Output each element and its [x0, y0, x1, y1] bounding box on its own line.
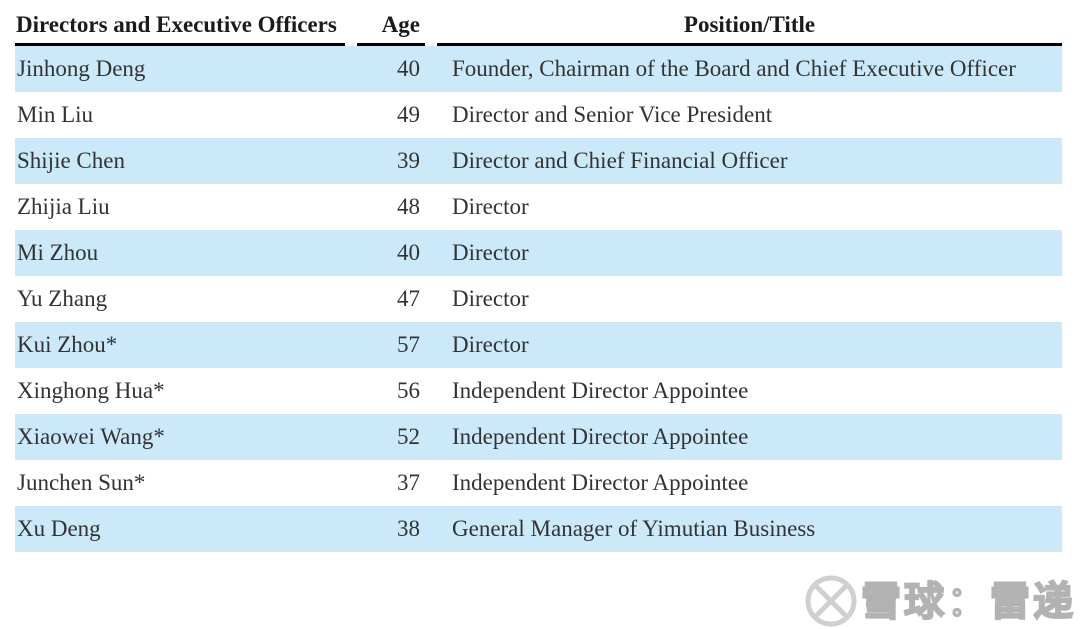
table-body: Jinhong Deng 40 Founder, Chairman of the… — [15, 46, 1062, 552]
row-position: Director and Chief Financial Officer — [452, 148, 788, 173]
row-position: Independent Director Appointee — [452, 470, 749, 495]
table-row: Zhijia Liu 48 Director — [15, 184, 1062, 230]
row-position: Independent Director Appointee — [452, 424, 749, 449]
row-name: Shijie Chen — [17, 148, 125, 173]
row-age: 57 — [397, 332, 420, 357]
row-age: 48 — [397, 194, 420, 219]
directors-table: Directors and Executive Officers Age Pos… — [15, 10, 1062, 552]
table-row: Mi Zhou 40 Director — [15, 230, 1062, 276]
row-name: Min Liu — [17, 102, 94, 127]
row-age: 47 — [397, 286, 420, 311]
row-position: Director and Senior Vice President — [452, 102, 773, 127]
row-position: Director — [452, 332, 529, 357]
row-name: Kui Zhou* — [17, 332, 118, 357]
watermark: 雪球：雷递 — [803, 569, 1080, 627]
row-age: 56 — [397, 378, 420, 403]
row-position: Independent Director Appointee — [452, 378, 749, 403]
table-row: Yu Zhang 47 Director — [15, 276, 1062, 322]
row-age: 40 — [397, 240, 420, 265]
row-age: 49 — [397, 102, 420, 127]
row-name: Xu Deng — [17, 516, 101, 541]
row-name: Junchen Sun* — [17, 470, 146, 495]
row-position: Director — [452, 240, 529, 265]
table-header-row: Directors and Executive Officers Age Pos… — [15, 10, 1062, 46]
row-age: 38 — [397, 516, 420, 541]
header-directors-and-executive-officers: Directors and Executive Officers — [15, 10, 345, 46]
row-name: Yu Zhang — [17, 286, 108, 311]
row-position: Director — [452, 286, 529, 311]
row-name: Zhijia Liu — [17, 194, 110, 219]
row-age: 40 — [397, 56, 420, 81]
xueqiu-snowball-icon — [805, 575, 857, 627]
row-name: Xiaowei Wang* — [17, 424, 165, 449]
row-position: General Manager of Yimutian Business — [452, 516, 816, 541]
table-row: Shijie Chen 39 Director and Chief Financ… — [15, 138, 1062, 184]
table-row: Xu Deng 38 General Manager of Yimutian B… — [15, 506, 1062, 552]
row-age: 37 — [397, 470, 420, 495]
header-age: Age — [357, 10, 425, 46]
header-position-title: Position/Title — [437, 10, 1062, 46]
row-position: Director — [452, 194, 529, 219]
row-name: Xinghong Hua* — [17, 378, 165, 403]
row-age: 39 — [397, 148, 420, 173]
row-position: Founder, Chairman of the Board and Chief… — [452, 56, 1016, 81]
row-name: Mi Zhou — [17, 240, 99, 265]
table-row: Jinhong Deng 40 Founder, Chairman of the… — [15, 46, 1062, 92]
table-row: Xiaowei Wang* 52 Independent Director Ap… — [15, 414, 1062, 460]
row-age: 52 — [397, 424, 420, 449]
table-row: Xinghong Hua* 56 Independent Director Ap… — [15, 368, 1062, 414]
watermark-text: 雪球：雷递 — [860, 579, 1076, 625]
table-row: Min Liu 49 Director and Senior Vice Pres… — [15, 92, 1062, 138]
table-row: Junchen Sun* 37 Independent Director App… — [15, 460, 1062, 506]
table-row: Kui Zhou* 57 Director — [15, 322, 1062, 368]
row-name: Jinhong Deng — [17, 56, 146, 81]
